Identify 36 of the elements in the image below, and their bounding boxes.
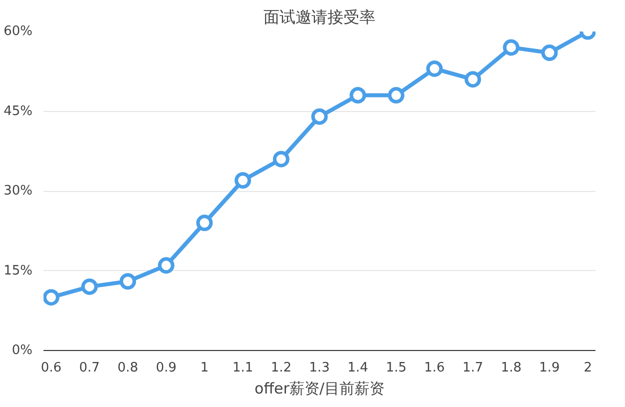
x-tick-label: 1.8: [500, 360, 522, 376]
point: [44, 289, 60, 306]
point: [350, 87, 366, 104]
x-tick-label: 0.6: [40, 360, 62, 376]
x-tick-label: 1.6: [424, 360, 445, 376]
x-tick-label: 0.7: [79, 360, 100, 376]
point: [196, 214, 213, 232]
point: [234, 172, 252, 189]
x-tick-label: 2: [584, 360, 592, 376]
point: [272, 150, 290, 168]
point: [120, 273, 136, 290]
x-tick-label: 1: [200, 360, 209, 376]
x-tick-label: 1.3: [309, 360, 330, 376]
x-tick-label: 0.9: [156, 360, 177, 376]
x-axis-title: offer薪资/目前薪资: [254, 380, 384, 398]
point: [81, 278, 98, 295]
y-tick-label: 60%: [4, 24, 33, 39]
y-tick-label: 15%: [4, 263, 33, 278]
point: [464, 71, 482, 88]
x-tick-label: 1.2: [270, 360, 292, 376]
y-tick-label: 0%: [12, 343, 32, 358]
point: [502, 39, 520, 56]
x-tick-label: 1.5: [386, 360, 407, 376]
point: [158, 257, 174, 274]
x-tick-label: 1.1: [232, 360, 254, 376]
x-tick-label: 0.8: [117, 360, 138, 376]
point: [388, 87, 404, 104]
chart-title: 面试邀请接受率: [264, 8, 376, 26]
point: [426, 60, 443, 77]
x-tick-label: 1.4: [347, 360, 368, 376]
point: [541, 44, 558, 62]
x-tick-label: 1.7: [462, 360, 484, 376]
y-tick-label: 45%: [4, 104, 33, 119]
y-tick-label: 30%: [4, 184, 33, 198]
x-tick-label: 1.9: [539, 360, 560, 376]
point: [311, 108, 328, 125]
